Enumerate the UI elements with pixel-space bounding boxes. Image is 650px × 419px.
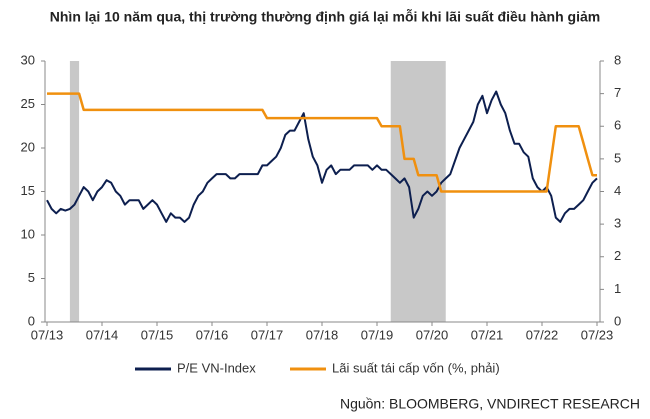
y-tick-label: 0 xyxy=(28,313,35,328)
series-line xyxy=(46,90,598,223)
legend-label: P/E VN-Index xyxy=(177,360,256,375)
series-line xyxy=(47,92,597,193)
y-tick-label: 5 xyxy=(28,270,35,285)
x-tick-label: 07/16 xyxy=(196,327,229,342)
legend-label: Lãi suất tái cấp vốn (%, phải) xyxy=(332,360,500,375)
x-tick-label: 07/19 xyxy=(361,327,394,342)
x-tick-label: 07/14 xyxy=(86,327,119,342)
source: Nguồn: BLOOMBERG, VNDIRECT RESEARCH xyxy=(340,396,640,412)
y2-tick-label: 4 xyxy=(614,183,621,198)
x-tick-label: 07/18 xyxy=(306,327,339,342)
y-tick-label: 30 xyxy=(21,52,35,67)
shaded-range xyxy=(69,61,80,322)
x-tick-label: 07/21 xyxy=(471,327,504,342)
y2-tick-label: 5 xyxy=(614,150,621,165)
y2-tick-label: 7 xyxy=(614,85,621,100)
y-tick-label: 25 xyxy=(21,96,35,111)
y2-tick-label: 1 xyxy=(614,281,621,296)
y2-tick-label: 0 xyxy=(614,313,621,328)
y2-tick-label: 2 xyxy=(614,248,621,263)
x-tick-label: 07/20 xyxy=(416,327,449,342)
x-tick-label: 07/22 xyxy=(526,327,559,342)
y-tick-label: 15 xyxy=(21,183,35,198)
x-tick-label: 07/23 xyxy=(581,327,614,342)
x-tick-label: 07/13 xyxy=(31,327,64,342)
y2-tick-label: 6 xyxy=(614,118,621,133)
x-tick-label: 07/15 xyxy=(141,327,174,342)
x-tick-label: 07/17 xyxy=(251,327,284,342)
y-tick-label: 20 xyxy=(21,139,35,154)
y-tick-label: 10 xyxy=(21,226,35,241)
y2-tick-label: 3 xyxy=(614,216,621,231)
y2-tick-label: 8 xyxy=(614,52,621,67)
chart-title: Nhìn lại 10 năm qua, thị trường thường đ… xyxy=(50,9,600,25)
